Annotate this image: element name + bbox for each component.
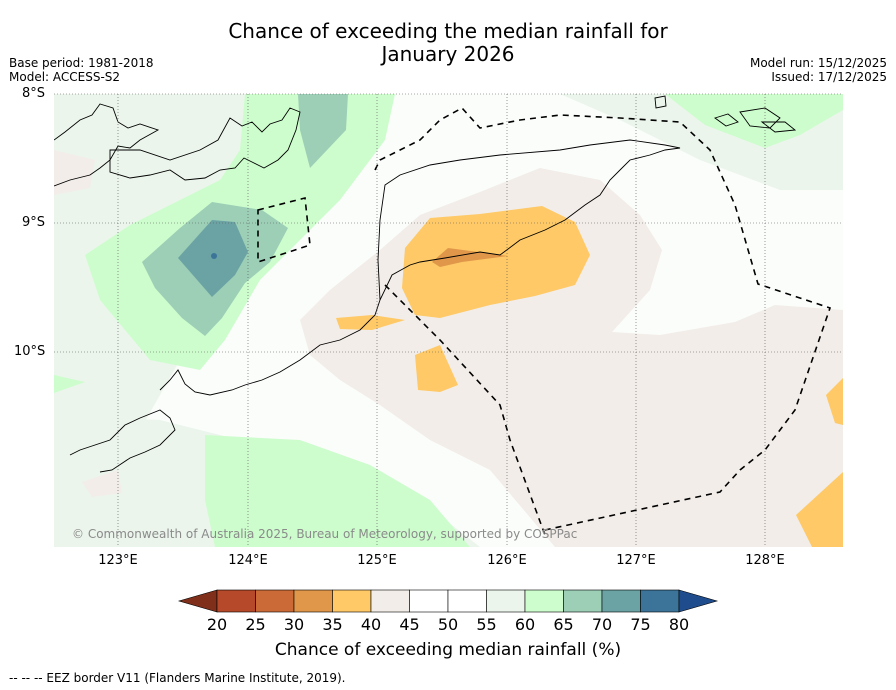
colorbar: [177, 589, 719, 613]
coastline-islet-3: [739, 107, 781, 129]
map-title: Chance of exceeding the median rainfall …: [0, 20, 896, 66]
colorbar-segment: [216, 589, 256, 613]
colorbar-tick-label: 40: [360, 615, 382, 634]
colorbar-extend-high: [678, 589, 719, 613]
coastline-alor: [109, 107, 301, 181]
title-line-2: January 2026: [381, 42, 515, 66]
colorbar-tick-label: 60: [514, 615, 536, 634]
region-35-40-south: [415, 345, 458, 392]
colorbar-tick-label: 50: [437, 615, 459, 634]
coastline-sumba: [69, 409, 176, 473]
region-75-80-spot: [211, 253, 217, 259]
eez-oecusse: [257, 196, 311, 264]
coastline-islet-4: [760, 121, 797, 133]
colorbar-segment: [524, 589, 564, 613]
colorbar-segment: [563, 589, 603, 613]
colorbar-extend-low: [177, 589, 218, 613]
eez-borders: [257, 106, 832, 536]
title-line-1: Chance of exceeding the median rainfall …: [228, 19, 668, 43]
colorbar-tick-label: 65: [553, 615, 574, 634]
colorbar-segment: [409, 589, 449, 613]
lon-label-127e: 127°E: [616, 553, 656, 568]
colorbar-tick-label: 45: [399, 615, 420, 634]
region-40-45-island: [82, 470, 122, 497]
base-period: Base period: 1981-2018: [9, 56, 154, 70]
colorbar-segment: [293, 589, 333, 613]
coastline-islet-2: [714, 113, 739, 127]
colorbar-title: Chance of exceeding median rainfall (%): [274, 640, 622, 660]
lat-label-8s: 8°S: [22, 86, 46, 101]
region-40-45-nw: [54, 150, 95, 195]
lat-label-9s: 9°S: [22, 215, 46, 230]
coastline-timor-south: [159, 299, 381, 396]
colorbar-segment: [332, 589, 372, 613]
region-35-40-se: [796, 472, 843, 547]
meta-right: Model run: 15/12/2025 Issued: 17/12/2025: [750, 56, 887, 84]
colorbar-tick-label: 80: [668, 615, 690, 634]
model-name: Model: ACCESS-S2: [9, 70, 121, 84]
region-30-35: [432, 248, 508, 267]
region-60-65-ne: [665, 94, 843, 148]
lon-label-125e: 125°E: [357, 553, 397, 568]
colorbar-tick-label: 25: [245, 615, 266, 634]
region-35-40-west: [336, 315, 405, 330]
colorbar-segment: [640, 589, 680, 613]
colorbar-tick-label: 55: [476, 615, 497, 634]
gridlines: [54, 93, 843, 547]
lon-label-126e: 126°E: [487, 553, 527, 568]
region-65-70-north: [298, 94, 348, 168]
lon-label-128e: 128°E: [745, 553, 785, 568]
colorbar-tick-label: 75: [630, 615, 651, 634]
colorbar-segment: [255, 589, 295, 613]
colorbar-tick-label: 70: [591, 615, 613, 634]
copyright-note: © Commonwealth of Australia 2025, Bureau…: [72, 527, 577, 541]
colorbar-segment: [486, 589, 526, 613]
coastlines: [54, 95, 797, 473]
eez-south: [384, 284, 546, 536]
colorbar-tick-label: 35: [322, 615, 343, 634]
coastline-timor-north: [377, 139, 681, 301]
lon-label-124e: 124°E: [228, 553, 268, 568]
region-35-40-central: [402, 206, 590, 318]
colorbar-segment: [447, 589, 487, 613]
colorbar-tick-label: 30: [283, 615, 305, 634]
eez-footnote: -- -- -- EEZ border V11 (Flanders Marine…: [9, 671, 346, 685]
region-35-40-east: [826, 378, 843, 425]
lat-label-10s: 10°S: [14, 344, 46, 359]
lon-label-123e: 123°E: [98, 553, 138, 568]
model-run: Model run: 15/12/2025: [749, 56, 887, 70]
region-60-65-edge: [54, 375, 85, 393]
colorbar-segment: [601, 589, 641, 613]
map-panel: [54, 94, 843, 547]
colorbar-segment: [370, 589, 410, 613]
region-60-65-south: [205, 435, 470, 547]
colorbar-tick-label: 20: [206, 615, 228, 634]
meta-left: Base period: 1981-2018 Model: ACCESS-S2: [9, 56, 154, 84]
coastline-islet-1: [654, 95, 667, 109]
issued-date: Issued: 17/12/2025: [771, 70, 887, 84]
coastline-flores: [54, 103, 160, 187]
